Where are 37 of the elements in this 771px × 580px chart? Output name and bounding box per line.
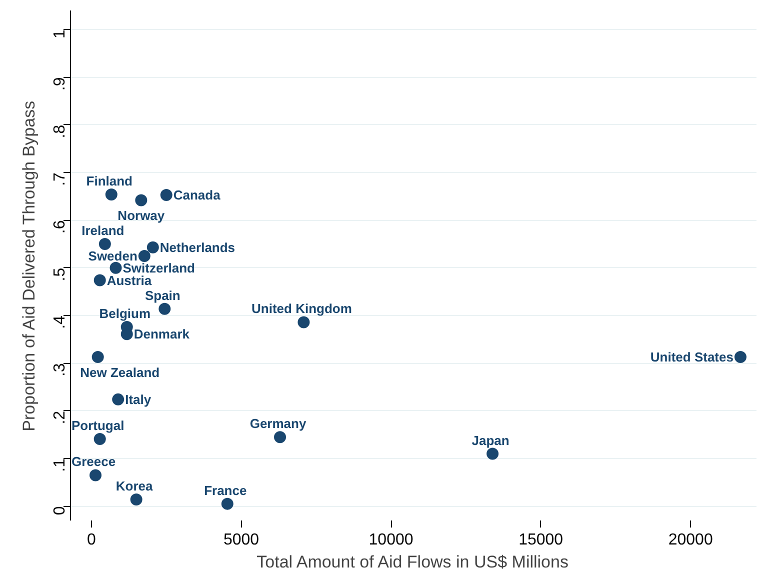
annotation: Finland [86, 173, 133, 188]
annotation: Belgium [99, 306, 151, 321]
annotation: United Kingdom [252, 301, 352, 316]
annotation: United States [650, 350, 734, 365]
annotation: Denmark [134, 326, 190, 342]
x-tick-label: 15000 [518, 532, 564, 548]
x-tick-label: 10000 [368, 532, 414, 548]
annotation: Germany [250, 416, 307, 432]
y-axis-title: Proportion of Aid Delivered Through Bypass [20, 100, 38, 432]
annotation: Austria [106, 272, 152, 288]
y-tick-label: .8 [52, 124, 68, 138]
y-tick-label: .6 [52, 220, 68, 234]
annotation: France [204, 482, 247, 498]
annotation: Netherlands [160, 240, 236, 255]
x-tick-label: 20000 [668, 532, 713, 548]
y-tick-label: .3 [52, 363, 68, 377]
annotation: New Zealand [80, 365, 160, 380]
y-tick-label: .4 [52, 315, 68, 329]
x-axis-title: Total Amount of Aid Flows in US$ Millions [256, 552, 568, 572]
x-tick-label: 0 [87, 532, 96, 548]
y-tick-label: .9 [52, 77, 68, 91]
annotation: Portugal [71, 418, 124, 433]
annotation: Canada [173, 187, 222, 202]
y-tick-label: .5 [52, 268, 68, 282]
annotation: Greece [71, 454, 116, 470]
annotation: Spain [144, 288, 180, 303]
y-tick-label: 0 [52, 506, 68, 516]
annotation: Japan [472, 432, 510, 448]
y-tick-label: .1 [52, 458, 68, 472]
y-tick-label: 1 [52, 29, 68, 38]
annotation: Italy [125, 392, 152, 407]
annotation: Ireland [82, 223, 124, 238]
annotation: Norway [118, 208, 166, 224]
y-tick-label: .7 [52, 172, 68, 186]
x-tick-label: 5000 [223, 532, 260, 548]
y-tick-label: .2 [52, 410, 68, 424]
annotation: Korea [116, 478, 154, 494]
